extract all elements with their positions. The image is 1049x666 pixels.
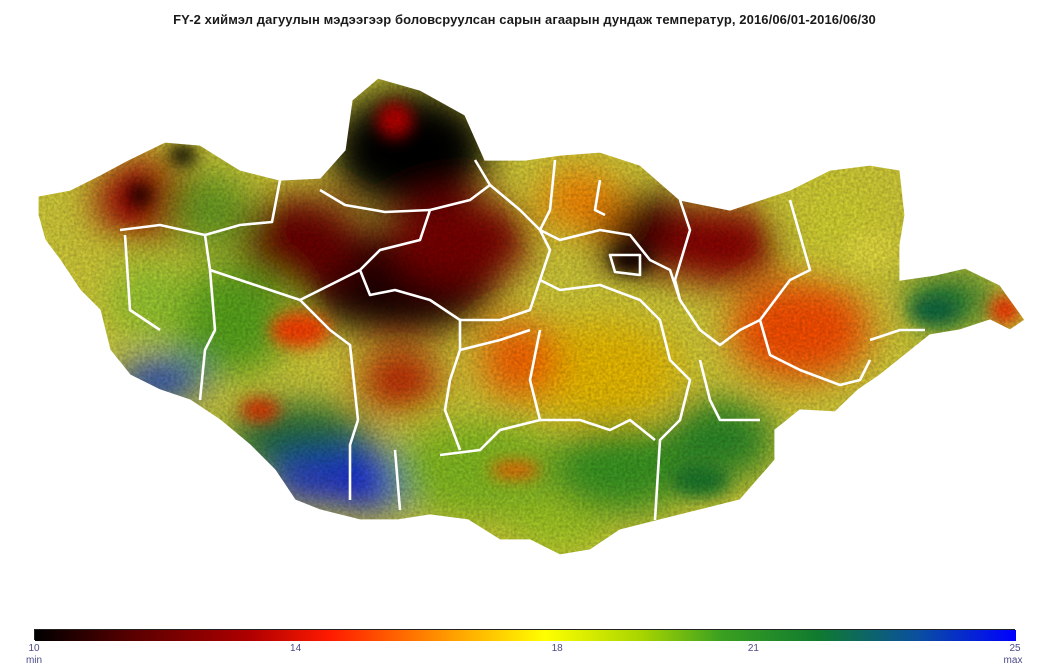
legend-tick-label: 25 <box>1009 643 1021 654</box>
legend-max-label: max <box>1003 655 1023 666</box>
temperature-raster <box>38 78 1025 555</box>
mongolia-temperature-map <box>37 77 1026 556</box>
province-boundaries <box>119 159 925 521</box>
color-legend-bar <box>34 629 1016 641</box>
map-title: FY-2 хиймэл дагуулын мэдээгээр боловсруу… <box>173 12 876 27</box>
legend-tick-label: 18 <box>551 643 563 654</box>
legend-min-label: min <box>25 655 43 666</box>
legend-tick-label: 21 <box>747 643 759 654</box>
map-area <box>37 77 1026 556</box>
legend-tick-label: 10 <box>28 643 40 654</box>
legend-tick-label: 14 <box>290 643 302 654</box>
